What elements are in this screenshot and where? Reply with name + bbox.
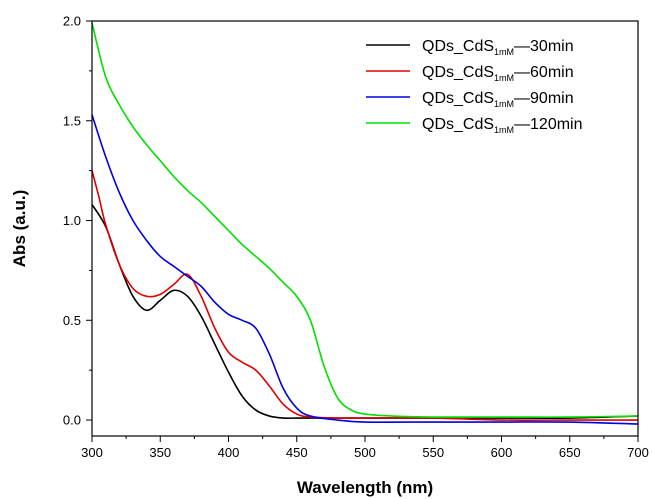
y-tick-label: 2.0 xyxy=(63,14,81,29)
y-tick-label: 1.0 xyxy=(63,213,81,228)
series-line-2 xyxy=(91,170,638,421)
axis-tick-labels: 300 350 400 450 500 550 600 650 700 0.0 0.5 1.0 1.5 2… xyxy=(63,14,649,461)
x-tick-label: 500 xyxy=(354,445,376,460)
legend-label: QDs_CdS1mM—90min xyxy=(422,90,574,109)
x-tick-label: 600 xyxy=(491,445,513,460)
legend-label: QDs_CdS1mM—60min xyxy=(422,64,574,83)
x-axis-title: Wavelength (nm) xyxy=(297,478,433,497)
legend-label: QDs_CdS1mM—120min xyxy=(422,116,583,135)
y-tick-label: 1.5 xyxy=(63,113,81,128)
y-tick-label: 0.5 xyxy=(63,313,81,328)
y-tick-label: 0.0 xyxy=(63,413,81,428)
series-line-3 xyxy=(91,114,639,425)
x-tick-label: 700 xyxy=(627,445,649,460)
x-tick-label: 350 xyxy=(149,445,171,460)
x-tick-label: 650 xyxy=(559,445,581,460)
axis-ticks xyxy=(86,20,639,442)
x-tick-label: 550 xyxy=(422,445,444,460)
series-line-1 xyxy=(91,204,639,419)
legend: QDs_CdS1mM—30min QDs_CdS1mM—60min QDs_CdS1… xyxy=(366,38,583,135)
legend-label: QDs_CdS1mM—30min xyxy=(422,38,574,57)
x-tick-label: 450 xyxy=(286,445,308,460)
plot-lines xyxy=(91,22,639,425)
x-tick-label: 400 xyxy=(218,445,240,460)
x-tick-label: 300 xyxy=(81,445,103,460)
plot-frame xyxy=(91,20,639,437)
y-axis-title: Abs (a.u.) xyxy=(10,190,29,267)
series-line-4 xyxy=(91,22,639,418)
